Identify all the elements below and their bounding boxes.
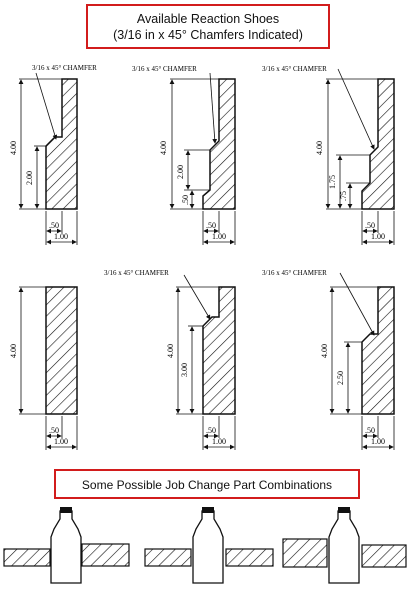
dim-c-w100: 1.00	[371, 232, 385, 241]
dim-e-w100: 1.00	[212, 437, 226, 446]
dim-a-height: 4.00	[9, 141, 18, 155]
combination-1	[3, 507, 130, 584]
dim-d-height: 4.00	[9, 344, 18, 358]
dim-c-relief: .75	[339, 191, 348, 201]
shoe-b: 4.00 2.00 .50 .50 1.00 3/16 x 45° CHAMFE…	[132, 65, 236, 245]
dim-c-w050: .50	[365, 221, 375, 230]
bottle-3-icon	[328, 510, 360, 584]
shoe-e-profile	[202, 286, 236, 415]
dim-e-step: 3.00	[180, 363, 189, 377]
shoe-f: 4.00 2.50 .50 1.00 3/16 x 45° CHAMFER	[262, 269, 395, 450]
shoe-a-profile	[45, 78, 78, 210]
dim-b-step: 2.00	[176, 165, 185, 179]
callout-b: 3/16 x 45° CHAMFER	[132, 65, 197, 73]
dim-d-w050: .50	[49, 426, 59, 435]
dim-a-w100: 1.00	[54, 232, 68, 241]
bottle-1-icon	[50, 510, 82, 584]
shoe-d-profile	[45, 286, 78, 415]
dim-f-step: 2.50	[336, 371, 345, 385]
dim-d-w100: 1.00	[54, 437, 68, 446]
bottle-2-icon	[192, 510, 224, 584]
combination-2	[144, 507, 274, 584]
dim-f-w100: 1.00	[371, 437, 385, 446]
dim-e-w050: .50	[206, 426, 216, 435]
shoe-e: 4.00 3.00 .50 1.00 3/16 x 45° CHAMFER	[104, 269, 236, 450]
combinations-title-box: Some Possible Job Change Part Combinatio…	[54, 469, 360, 499]
dim-c-height: 4.00	[315, 141, 324, 155]
dim-b-relief: .50	[181, 195, 190, 205]
title-line-1: Available Reaction Shoes	[136, 12, 280, 26]
dim-a-step: 2.00	[25, 171, 34, 185]
dim-a-w050: .50	[49, 221, 59, 230]
callout-c: 3/16 x 45° CHAMFER	[262, 65, 327, 73]
reaction-shoes-title-box: Available Reaction Shoes (3/16 in x 45° …	[86, 4, 330, 49]
title-line-2: (3/16 in x 45° Chamfers Indicated)	[113, 28, 303, 42]
dim-b-height: 4.00	[159, 141, 168, 155]
shoe-d: 4.00 .50 1.00	[9, 286, 78, 450]
shoe-a: 4.00 2.00 .50 1.00 3/16 x 45° CHAMFER	[9, 64, 97, 245]
shoe-f-profile	[361, 286, 395, 415]
shoe-b-profile	[202, 78, 236, 210]
shoe-c-profile	[361, 78, 395, 210]
dim-b-w050: .50	[206, 221, 216, 230]
callout-a: 3/16 x 45° CHAMFER	[32, 64, 97, 72]
combinations-title: Some Possible Job Change Part Combinatio…	[81, 478, 333, 492]
callout-f: 3/16 x 45° CHAMFER	[262, 269, 327, 277]
dim-c-step: 1.75	[328, 175, 337, 189]
callout-e: 3/16 x 45° CHAMFER	[104, 269, 169, 277]
dim-b-w100: 1.00	[212, 232, 226, 241]
dim-f-w050: .50	[365, 426, 375, 435]
dim-f-height: 4.00	[320, 344, 329, 358]
combination-3	[282, 507, 407, 584]
dim-e-height: 4.00	[166, 344, 175, 358]
shoe-c: 4.00 1.75 .75 .50 1.00 3/16 x 45° CHAMFE…	[262, 65, 395, 245]
